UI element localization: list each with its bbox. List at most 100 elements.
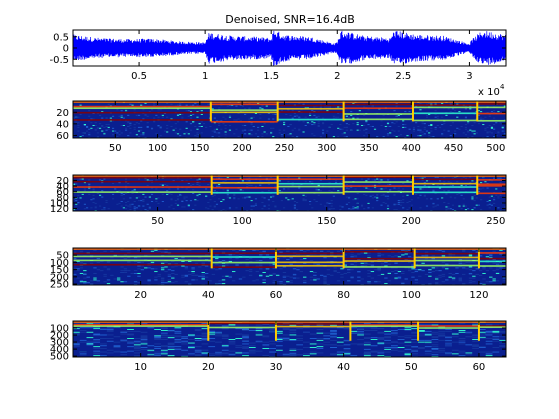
heatmap-cell xyxy=(330,330,337,331)
heatmap-cell xyxy=(480,117,483,119)
heatmap-cell xyxy=(319,250,324,252)
heatmap-cell xyxy=(373,179,377,181)
heatmap-cell xyxy=(389,189,392,191)
heatmap-cell xyxy=(111,183,115,184)
heatmap-cell xyxy=(443,190,446,192)
heatmap-cell xyxy=(270,132,273,134)
heatmap-cell xyxy=(122,193,125,195)
heatmap-cell xyxy=(328,106,331,108)
heatmap-cell xyxy=(343,353,351,355)
heatmap-cell xyxy=(503,105,506,107)
energy-band xyxy=(343,176,413,179)
heatmap-cell xyxy=(350,208,353,210)
heatmap-cell xyxy=(100,260,104,262)
heatmap-cell xyxy=(404,352,412,354)
heatmap-cell xyxy=(192,113,195,115)
heatmap-cell xyxy=(209,199,212,201)
heatmap-cell xyxy=(189,123,193,125)
heatmap-cell xyxy=(255,279,260,281)
heatmap-cell xyxy=(122,117,125,119)
heatmap-cell xyxy=(160,332,168,334)
heatmap-cell xyxy=(137,205,141,207)
heatmap-cell xyxy=(167,343,175,345)
heatmap-cell xyxy=(202,123,206,125)
heatmap-cell xyxy=(170,103,173,105)
heatmap-cell xyxy=(411,272,415,273)
heatmap-cell xyxy=(455,267,459,269)
heatmap-cell xyxy=(302,199,305,201)
heatmap-cell xyxy=(269,348,276,349)
heatmap-cell xyxy=(154,353,161,355)
heatmap-cell xyxy=(218,283,222,285)
heatmap-cell xyxy=(408,128,411,130)
heatmap-cell xyxy=(425,130,429,132)
heatmap-cell xyxy=(332,195,335,197)
heatmap-cell xyxy=(114,188,117,190)
heatmap-cell xyxy=(367,283,371,285)
heatmap-cell xyxy=(384,330,391,332)
heatmap-cell xyxy=(246,180,249,182)
heatmap-cell xyxy=(445,352,452,354)
heatmap-cell xyxy=(347,202,351,203)
heatmap-cell xyxy=(485,281,490,283)
heatmap-cell xyxy=(262,282,266,284)
heatmap-cell xyxy=(330,254,334,256)
heatmap-cell xyxy=(356,202,359,204)
heatmap-cell xyxy=(235,255,239,257)
heatmap-cell xyxy=(330,251,334,253)
heatmap-cell xyxy=(120,201,123,202)
heatmap-cell xyxy=(201,273,205,275)
heatmap-cell xyxy=(316,347,324,348)
heatmap-cell xyxy=(127,183,130,184)
heatmap-cell xyxy=(493,127,496,129)
heatmap-cell xyxy=(332,117,335,119)
heatmap-cell xyxy=(194,329,202,330)
heatmap-cell xyxy=(146,184,149,186)
heatmap-cell xyxy=(499,261,503,263)
heatmap-cell xyxy=(147,354,155,356)
heatmap-cell xyxy=(485,355,493,357)
heatmap-cell xyxy=(221,275,226,277)
heatmap-cell xyxy=(347,249,351,251)
heatmap-cell xyxy=(449,196,452,198)
heatmap-cell xyxy=(124,204,128,206)
heatmap-cell xyxy=(316,346,324,348)
heatmap-cell xyxy=(98,205,102,207)
heatmap-cell xyxy=(382,114,385,116)
heatmap-cell xyxy=(140,129,143,131)
heatmap-cell xyxy=(192,193,195,194)
heatmap-cell xyxy=(154,338,161,339)
heatmap-cell xyxy=(86,342,94,344)
heatmap-cell xyxy=(458,352,466,354)
heatmap-cell xyxy=(326,260,331,262)
heatmap-cell xyxy=(221,334,229,336)
heatmap-cell xyxy=(356,125,359,126)
heatmap-cell xyxy=(238,249,243,251)
heatmap-cell xyxy=(384,351,391,353)
heatmap-cell xyxy=(462,132,465,134)
heatmap-cell xyxy=(77,125,80,126)
heatmap-cell xyxy=(248,260,253,262)
y-tick-label: 60 xyxy=(56,187,69,198)
heatmap-cell xyxy=(221,325,229,327)
heatmap-cell xyxy=(113,345,121,347)
heatmap-cell xyxy=(201,322,209,324)
x-tick-label: 1 xyxy=(202,71,208,82)
x-tick-label: 50 xyxy=(405,362,418,373)
heatmap-cell xyxy=(248,271,253,273)
heatmap-cell xyxy=(77,130,80,132)
heatmap-cell xyxy=(493,177,496,179)
heatmap-cell xyxy=(480,209,483,211)
event-onset xyxy=(411,101,414,122)
heatmap-cell xyxy=(445,330,452,332)
heatmap-cell xyxy=(123,258,128,260)
heatmap-cell xyxy=(365,120,368,122)
heatmap-cell xyxy=(296,269,300,271)
heatmap-cell xyxy=(161,114,164,116)
heatmap-cell xyxy=(345,203,348,205)
heatmap-cell xyxy=(371,179,374,181)
heatmap-cell xyxy=(79,272,84,274)
heatmap-cell xyxy=(472,348,479,349)
heatmap-cell xyxy=(100,348,107,349)
heatmap-cell xyxy=(343,354,351,356)
